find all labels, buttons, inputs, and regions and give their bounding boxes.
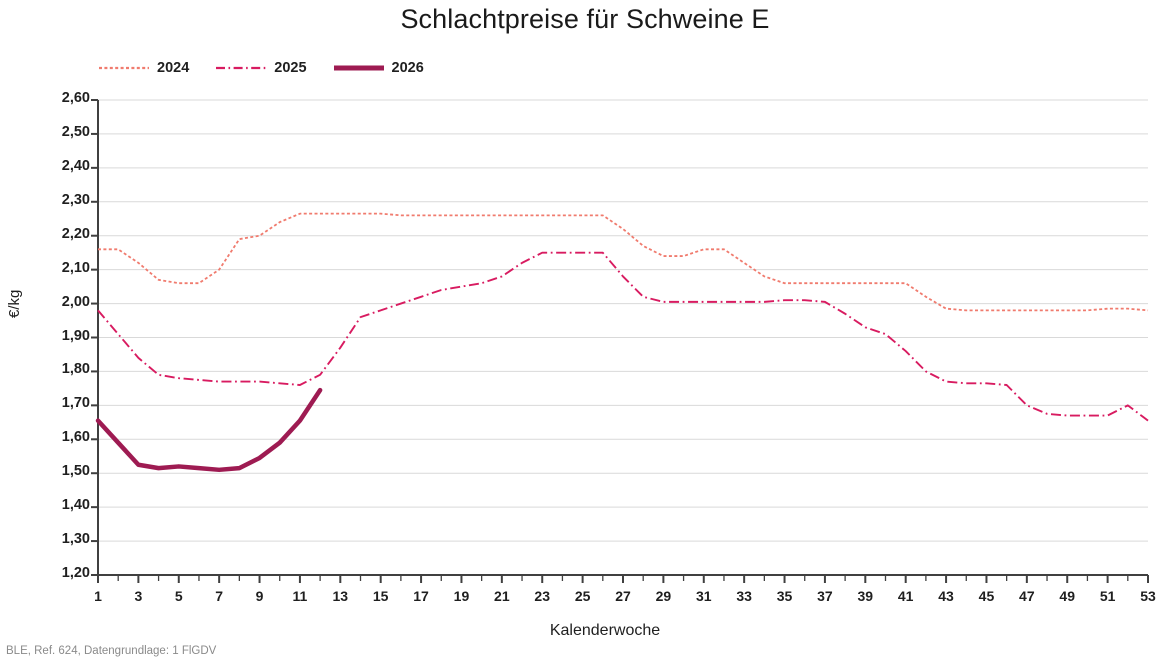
series-line-2026 xyxy=(95,387,323,473)
x-tick-label: 3 xyxy=(134,588,143,604)
series-line-2024 xyxy=(98,212,1149,312)
x-tick-label: 25 xyxy=(574,588,591,604)
legend-label-2025: 2025 xyxy=(274,60,307,76)
x-tick-label: 39 xyxy=(857,588,874,604)
legend-swatch-2026 xyxy=(333,65,384,71)
x-tick-label: 11 xyxy=(292,588,308,604)
x-tick-label: 23 xyxy=(534,588,550,604)
x-tick-label: 37 xyxy=(817,588,833,604)
y-tick-label: 2,30 xyxy=(61,191,90,208)
chart-title: Schlachtpreise für Schweine E xyxy=(400,4,770,34)
y-tick-label: 2,60 xyxy=(61,90,90,106)
source-footnote: BLE, Ref. 624, Datengrundlage: 1 FlGDV xyxy=(6,645,217,657)
y-axis-title: €/kg xyxy=(6,289,23,318)
x-axis-title: Kalenderwoche xyxy=(0,622,1170,640)
legend-swatch-2025 xyxy=(216,66,267,70)
x-tick-label: 5 xyxy=(174,588,183,604)
chart-legend: 2024 2025 2026 xyxy=(98,58,450,78)
x-tick-label: 27 xyxy=(615,588,631,604)
y-tick-label: 1,70 xyxy=(61,395,90,412)
legend-entry-2024[interactable]: 2024 xyxy=(98,60,189,76)
y-tick-label: 1,90 xyxy=(61,327,90,344)
x-tick-label: 33 xyxy=(736,588,752,604)
x-tick-label: 19 xyxy=(453,588,470,604)
x-tick-label: 9 xyxy=(255,588,264,604)
x-tick-label: 45 xyxy=(978,588,995,604)
y-tick-label: 2,40 xyxy=(61,157,90,174)
x-tick-label: 17 xyxy=(413,588,429,604)
y-tick-label: 1,50 xyxy=(61,463,90,480)
x-tick-label: 49 xyxy=(1059,588,1075,604)
y-tick-label: 2,10 xyxy=(61,259,90,276)
x-tick-label: 41 xyxy=(897,588,914,604)
x-tick-label: 35 xyxy=(776,588,793,604)
x-tick-label: 7 xyxy=(215,588,224,604)
legend-entry-2026[interactable]: 2026 xyxy=(333,60,424,76)
x-axis-ticks xyxy=(97,575,1149,583)
x-tick-label: 43 xyxy=(938,588,954,604)
legend-label-2024: 2024 xyxy=(157,60,190,76)
x-tick-label: 15 xyxy=(372,588,389,604)
legend-label-2026: 2026 xyxy=(391,60,424,76)
x-tick-label: 13 xyxy=(332,588,349,604)
legend-swatch-2024 xyxy=(99,66,149,70)
y-axis-ticks xyxy=(91,99,98,576)
y-tick-label: 1,30 xyxy=(61,531,90,548)
y-tick-label: 1,40 xyxy=(61,497,90,514)
x-tick-label: 1 xyxy=(94,588,102,604)
legend-entry-2025[interactable]: 2025 xyxy=(215,60,307,76)
x-tick-label: 51 xyxy=(1099,588,1116,604)
x-tick-label: 47 xyxy=(1019,588,1035,604)
x-tick-label: 21 xyxy=(494,588,510,604)
x-tick-label: 31 xyxy=(695,588,712,604)
x-tick-label: 53 xyxy=(1140,588,1156,604)
grid-lines xyxy=(98,99,1148,576)
x-tick-label: 29 xyxy=(655,588,672,604)
x-axis-title-text: Kalenderwoche xyxy=(549,622,661,639)
y-tick-label: 1,20 xyxy=(61,565,90,581)
y-tick-label: 1,60 xyxy=(61,429,90,446)
y-tick-label: 2,50 xyxy=(61,123,90,140)
y-tick-label: 1,80 xyxy=(61,361,90,378)
y-tick-label: 2,00 xyxy=(61,293,90,310)
y-tick-label: 2,20 xyxy=(61,225,90,242)
series-line-2025 xyxy=(97,251,1149,422)
